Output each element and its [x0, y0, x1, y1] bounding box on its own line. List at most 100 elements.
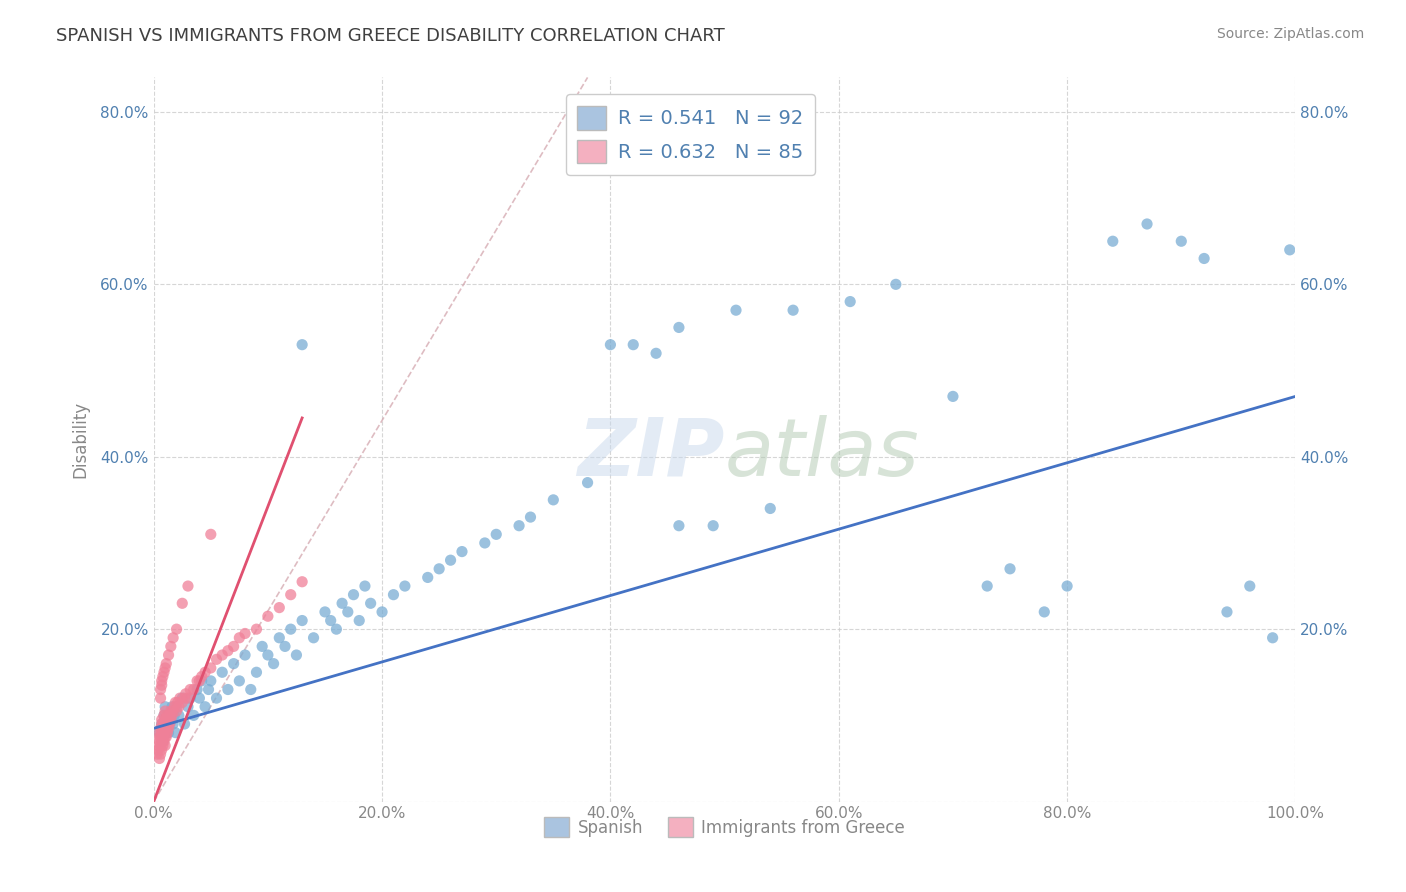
- Point: [153, 665, 176, 680]
- Point: [153, 734, 176, 748]
- Point: [599, 337, 621, 351]
- Point: [228, 673, 250, 688]
- Point: [1056, 579, 1078, 593]
- Point: [162, 704, 184, 718]
- Point: [233, 626, 256, 640]
- Point: [839, 294, 862, 309]
- Point: [159, 717, 181, 731]
- Point: [152, 734, 174, 748]
- Point: [302, 631, 325, 645]
- Point: [148, 734, 170, 748]
- Point: [998, 562, 1021, 576]
- Point: [222, 657, 245, 671]
- Y-axis label: Disability: Disability: [72, 401, 89, 478]
- Point: [285, 648, 308, 662]
- Point: [668, 518, 690, 533]
- Point: [153, 708, 176, 723]
- Point: [427, 562, 450, 576]
- Point: [1170, 234, 1192, 248]
- Point: [152, 669, 174, 683]
- Point: [205, 652, 228, 666]
- Legend: Spanish, Immigrants from Greece: Spanish, Immigrants from Greece: [537, 810, 911, 844]
- Point: [382, 588, 405, 602]
- Point: [162, 631, 184, 645]
- Point: [508, 518, 530, 533]
- Point: [155, 657, 177, 671]
- Point: [1261, 631, 1284, 645]
- Point: [347, 614, 370, 628]
- Point: [152, 730, 174, 744]
- Point: [148, 739, 170, 753]
- Point: [150, 743, 173, 757]
- Point: [884, 277, 907, 292]
- Point: [291, 614, 314, 628]
- Point: [336, 605, 359, 619]
- Point: [163, 699, 186, 714]
- Point: [291, 574, 314, 589]
- Point: [186, 682, 208, 697]
- Point: [163, 708, 186, 723]
- Point: [165, 695, 187, 709]
- Point: [200, 673, 222, 688]
- Point: [150, 734, 173, 748]
- Point: [167, 699, 190, 714]
- Point: [156, 725, 179, 739]
- Point: [233, 648, 256, 662]
- Point: [150, 678, 173, 692]
- Point: [439, 553, 461, 567]
- Point: [150, 725, 173, 739]
- Text: Source: ZipAtlas.com: Source: ZipAtlas.com: [1216, 27, 1364, 41]
- Point: [245, 665, 267, 680]
- Point: [166, 699, 188, 714]
- Point: [155, 717, 177, 731]
- Point: [394, 579, 416, 593]
- Point: [149, 691, 172, 706]
- Point: [360, 596, 382, 610]
- Point: [153, 704, 176, 718]
- Text: ZIP: ZIP: [578, 415, 724, 493]
- Point: [172, 695, 194, 709]
- Point: [668, 320, 690, 334]
- Point: [325, 622, 347, 636]
- Point: [153, 725, 176, 739]
- Point: [183, 682, 205, 697]
- Point: [148, 725, 170, 739]
- Point: [152, 739, 174, 753]
- Point: [1136, 217, 1159, 231]
- Point: [188, 673, 211, 688]
- Point: [159, 708, 181, 723]
- Point: [1033, 605, 1056, 619]
- Point: [153, 661, 176, 675]
- Point: [152, 721, 174, 735]
- Point: [148, 725, 170, 739]
- Point: [485, 527, 508, 541]
- Point: [173, 691, 195, 706]
- Point: [150, 713, 173, 727]
- Point: [194, 665, 217, 680]
- Point: [157, 721, 180, 735]
- Point: [217, 643, 239, 657]
- Point: [157, 648, 180, 662]
- Point: [1192, 252, 1215, 266]
- Point: [576, 475, 599, 490]
- Point: [179, 682, 201, 697]
- Point: [148, 743, 170, 757]
- Point: [782, 303, 804, 318]
- Point: [160, 704, 183, 718]
- Point: [149, 721, 172, 735]
- Point: [942, 389, 965, 403]
- Point: [228, 631, 250, 645]
- Point: [197, 682, 219, 697]
- Point: [153, 725, 176, 739]
- Point: [217, 682, 239, 697]
- Text: atlas: atlas: [724, 415, 920, 493]
- Point: [330, 596, 353, 610]
- Point: [190, 669, 212, 683]
- Point: [342, 588, 364, 602]
- Point: [194, 699, 217, 714]
- Point: [239, 682, 262, 697]
- Point: [174, 687, 197, 701]
- Point: [263, 657, 285, 671]
- Point: [976, 579, 998, 593]
- Point: [172, 691, 194, 706]
